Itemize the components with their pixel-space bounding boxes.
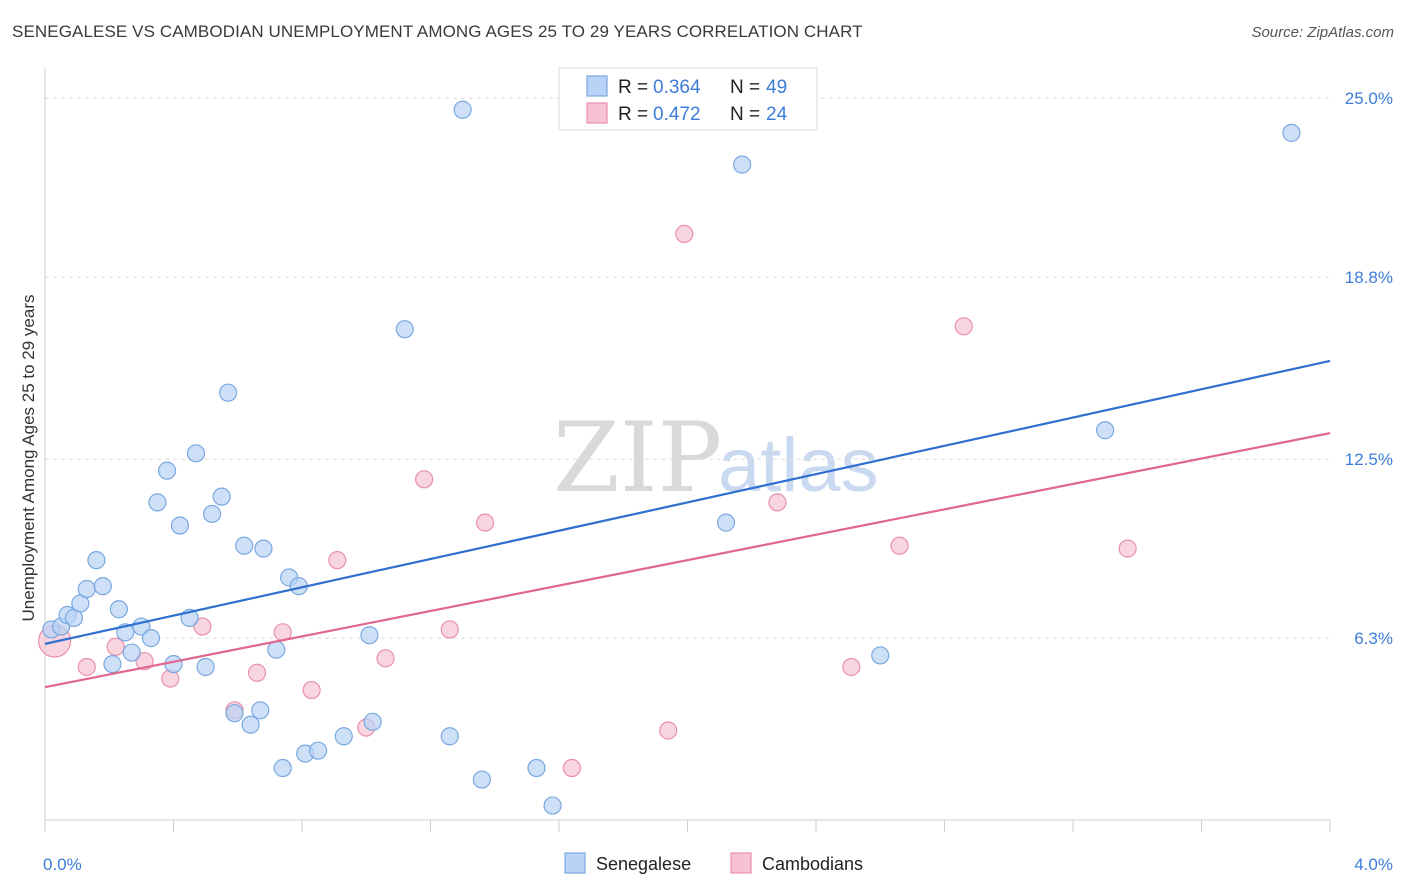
point-cambodians	[328, 551, 347, 570]
trend-line-senegalese	[44, 359, 1331, 645]
point-senegalese	[1282, 123, 1301, 142]
point-cambodians	[376, 649, 395, 668]
point-senegalese	[543, 796, 562, 815]
point-senegalese	[871, 646, 890, 665]
y-tick-labels: 6.3% 12.5% 18.8% 25.0%	[1345, 89, 1393, 648]
x-tick-label-max: 4.0%	[1354, 855, 1393, 874]
point-senegalese	[440, 727, 459, 746]
bottom-legend-label-cambodians: Cambodians	[762, 854, 863, 874]
point-senegalese	[202, 504, 222, 524]
legend-n-value-cambodians: 24	[766, 104, 788, 125]
y-axis-label: Unemployment Among Ages 25 to 29 years	[19, 295, 38, 622]
point-cambodians	[440, 620, 459, 639]
point-senegalese	[186, 444, 206, 463]
point-senegalese	[733, 155, 752, 174]
legend-swatch-cambodians	[586, 102, 608, 124]
legend-r-value-senegalese: 0.364	[653, 77, 701, 98]
point-senegalese	[527, 758, 546, 778]
point-senegalese	[235, 536, 254, 555]
legend-r-value-cambodians: 0.472	[653, 104, 701, 125]
point-cambodians	[659, 721, 678, 740]
point-senegalese	[196, 657, 215, 677]
stats-legend: R = 0.364 N = 49 R = 0.472 N = 24	[558, 67, 818, 131]
point-senegalese	[395, 320, 414, 339]
point-cambodians	[247, 663, 267, 682]
legend-n-label-cambodians: N =	[730, 104, 760, 125]
gridlines	[45, 97, 1330, 639]
x-ticks	[44, 820, 1331, 832]
point-cambodians	[562, 758, 581, 778]
point-senegalese	[360, 626, 379, 645]
point-senegalese	[148, 493, 167, 512]
bottom-legend-swatch-cambodians	[730, 852, 752, 874]
point-cambodians	[414, 470, 434, 489]
point-senegalese	[212, 487, 231, 506]
legend-r-label-senegalese: R =	[618, 77, 648, 98]
point-senegalese	[77, 579, 96, 599]
point-senegalese	[103, 654, 122, 674]
legend-swatch-senegalese	[586, 75, 608, 97]
point-senegalese	[334, 727, 353, 746]
point-cambodians	[77, 657, 96, 677]
trend-lines	[44, 359, 1331, 689]
point-senegalese	[164, 654, 183, 674]
bottom-legend-label-senegalese: Senegalese	[596, 854, 691, 874]
point-senegalese	[251, 701, 270, 720]
point-cambodians	[135, 652, 154, 671]
point-senegalese	[716, 513, 736, 532]
y-tick-label: 25.0%	[1345, 89, 1393, 108]
point-senegalese	[87, 551, 106, 570]
bottom-legend-swatch-senegalese	[564, 852, 586, 874]
watermark-zip: ZIP	[553, 402, 722, 514]
point-cambodians	[1118, 539, 1137, 558]
point-senegalese	[157, 461, 177, 480]
point-cambodians	[768, 493, 787, 512]
trend-line-cambodians	[44, 432, 1331, 689]
point-senegalese	[363, 712, 382, 731]
point-senegalese	[93, 577, 112, 596]
point-senegalese	[241, 715, 260, 734]
x-tick-label-min: 0.0%	[43, 855, 82, 874]
point-senegalese	[273, 758, 292, 778]
point-senegalese	[141, 629, 161, 648]
legend-n-value-senegalese: 49	[766, 77, 787, 98]
point-senegalese	[109, 600, 128, 619]
point-cambodians	[842, 657, 861, 677]
point-cambodians	[302, 680, 321, 700]
point-senegalese	[219, 383, 238, 402]
point-cambodians	[954, 317, 973, 336]
point-senegalese	[453, 100, 472, 119]
chart-title: SENEGALESE VS CAMBODIAN UNEMPLOYMENT AMO…	[12, 22, 863, 41]
point-senegalese	[122, 643, 141, 662]
y-tick-label: 18.8%	[1345, 268, 1393, 287]
point-cambodians	[675, 224, 694, 244]
point-senegalese	[308, 741, 328, 760]
series-legend: Senegalese Cambodians	[564, 852, 863, 874]
point-cambodians	[193, 617, 212, 636]
y-tick-label: 12.5%	[1345, 450, 1393, 469]
point-senegalese	[472, 770, 491, 789]
point-senegalese	[170, 516, 190, 535]
point-cambodians	[476, 513, 495, 532]
legend-r-label-cambodians: R =	[618, 104, 648, 125]
point-senegalese	[225, 704, 244, 723]
legend-n-label-senegalese: N =	[730, 77, 760, 98]
point-senegalese	[1096, 421, 1115, 440]
point-senegalese	[254, 539, 273, 558]
point-cambodians	[106, 637, 125, 656]
y-tick-label: 6.3%	[1354, 629, 1393, 648]
chart-source: Source: ZipAtlas.com	[1251, 24, 1394, 41]
point-cambodians	[890, 536, 909, 555]
